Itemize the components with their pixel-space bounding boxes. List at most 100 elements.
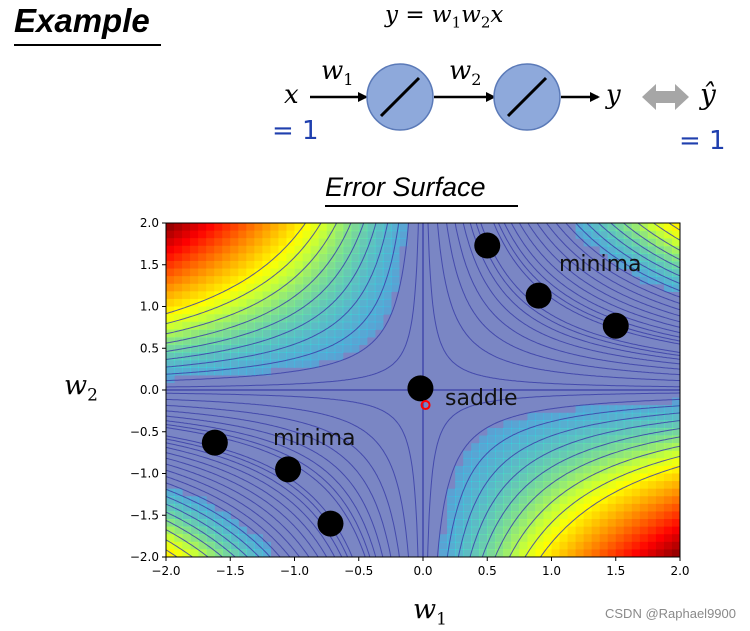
heatmap-cell	[479, 435, 488, 444]
heatmap-cell	[310, 321, 320, 330]
heatmap-cell	[326, 230, 336, 239]
heatmap-cell	[543, 541, 553, 551]
heatmap-cell	[655, 534, 665, 543]
heatmap-cell	[471, 458, 480, 467]
heatmap-cell	[631, 260, 641, 270]
heatmap-cell	[310, 336, 320, 346]
heatmap-cell	[262, 352, 272, 361]
heatmap-cell	[559, 526, 569, 535]
heatmap-cell	[174, 306, 183, 315]
heatmap-cell	[623, 526, 633, 535]
heatmap-cell	[270, 223, 280, 232]
heatmap-cell	[615, 465, 625, 475]
heatmap-cell	[639, 443, 649, 452]
heatmap-cell	[230, 260, 239, 270]
heatmap-cell	[599, 420, 609, 429]
heatmap-cell	[647, 260, 657, 270]
x-tick-label: 1.0	[542, 564, 561, 578]
heatmap-cell	[230, 253, 239, 262]
heatmap-cell	[599, 458, 609, 467]
heatmap-cell	[166, 260, 175, 270]
heatmap-cell	[559, 511, 569, 520]
heatmap-cell	[254, 253, 263, 262]
heatmap-cell	[382, 306, 392, 315]
heatmap-cell	[551, 503, 561, 513]
heatmap-cell	[278, 352, 288, 361]
heatmap-cell	[495, 481, 504, 490]
heatmap-cell	[575, 503, 585, 513]
heatmap-cell	[286, 306, 296, 315]
heatmap-cell	[447, 488, 456, 497]
heatmap-cell	[174, 321, 183, 330]
heatmap-cell	[166, 549, 175, 557]
heatmap-cell	[342, 245, 352, 254]
heatmap-cell	[447, 511, 456, 520]
heatmap-cell	[607, 541, 617, 551]
heatmap-cell	[358, 298, 368, 308]
heatmap-cell	[631, 526, 641, 535]
heatmap-cell	[639, 488, 649, 497]
heatmap-cell	[647, 238, 657, 247]
heatmap-cell	[599, 473, 609, 482]
heatmap-cell	[655, 238, 665, 247]
heatmap-cell	[254, 260, 263, 270]
heatmap-cell	[527, 549, 537, 557]
heatmap-cell	[374, 291, 384, 300]
heatmap-cell	[174, 230, 183, 239]
minima-point	[201, 429, 228, 456]
heatmap-cell	[615, 519, 625, 528]
heatmap-cell	[214, 298, 223, 308]
heatmap-cell	[599, 435, 609, 444]
heatmap-cell	[246, 336, 255, 346]
output-y-label: y	[606, 80, 621, 110]
contour-line	[166, 482, 281, 557]
heatmap-cell	[166, 306, 175, 315]
y-tick-label: 1.0	[140, 300, 159, 314]
contour-line	[493, 223, 680, 345]
heatmap-cell	[583, 526, 593, 535]
heatmap-cell	[623, 473, 633, 482]
heatmap-cell	[334, 329, 344, 338]
heatmap-cell	[623, 405, 633, 414]
heatmap-cell	[615, 223, 625, 232]
heatmap-cell	[503, 481, 512, 490]
points-layer	[201, 232, 629, 537]
heatmap-cell	[575, 519, 585, 528]
heatmap-cell	[519, 465, 529, 475]
heatmap-cell	[511, 549, 520, 557]
heatmap-cell	[639, 534, 649, 543]
heatmap-cell	[374, 314, 384, 323]
contour-line	[446, 405, 680, 557]
heatmap-cell	[487, 519, 496, 528]
contour-line	[166, 415, 384, 557]
heatmap-cell	[639, 549, 649, 557]
heatmap-cell	[286, 245, 296, 254]
heatmap-cell	[254, 306, 263, 315]
heatmap-cell	[286, 268, 296, 277]
heatmap-cell	[647, 503, 657, 513]
heatmap-cell	[639, 465, 649, 475]
heatmap-cell	[511, 427, 520, 437]
heatmap-cell	[238, 230, 247, 239]
heatmap-cell	[318, 321, 328, 330]
contour-line	[166, 503, 249, 557]
heatmap-cell	[479, 488, 488, 497]
heatmap-cell	[455, 488, 464, 497]
heatmap-cell	[655, 465, 665, 475]
heatmap-cell	[559, 458, 569, 467]
heatmap-cell	[190, 519, 199, 528]
heatmap-cell	[663, 276, 673, 285]
heatmap-cell	[647, 223, 657, 232]
heatmap-cell	[342, 253, 352, 262]
heatmap-cell	[591, 534, 601, 543]
heatmap-cell	[310, 223, 320, 232]
heatmap-cell	[559, 496, 569, 505]
heatmap-cell	[671, 450, 680, 459]
heatmap-cell	[671, 481, 680, 490]
heatmap-cell	[663, 443, 673, 452]
heatmap-cell	[591, 412, 601, 421]
heatmap-cell	[310, 245, 320, 254]
heatmap-cell	[198, 306, 207, 315]
heatmap-cell	[182, 329, 191, 338]
